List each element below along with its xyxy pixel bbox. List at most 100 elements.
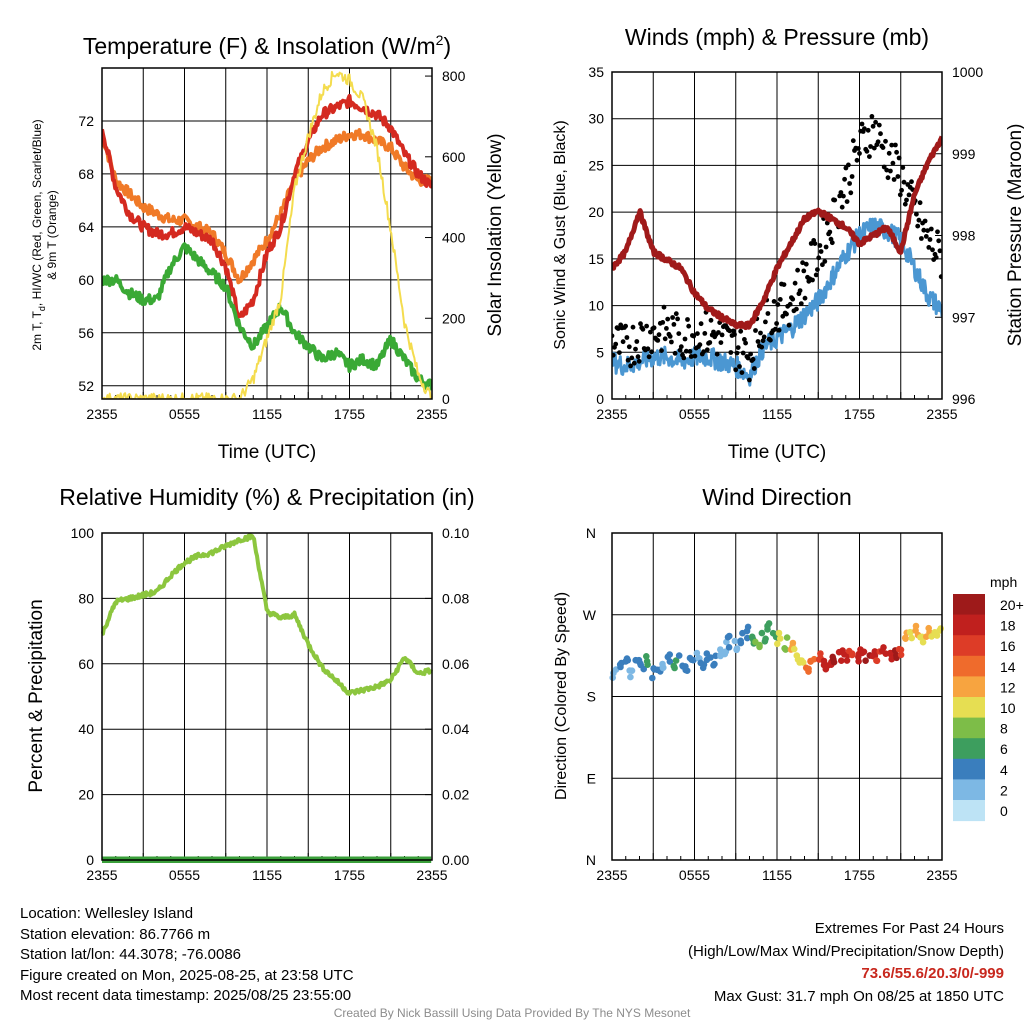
direction-point: [703, 650, 711, 657]
gust-point: [869, 114, 875, 119]
gust-point: [682, 336, 688, 342]
gust-point: [878, 131, 883, 137]
gust-point: [685, 317, 690, 322]
gust-point: [841, 193, 846, 199]
gust-point: [865, 127, 871, 133]
temperature-series: [102, 93, 432, 319]
gust-point: [854, 157, 860, 163]
y-tick-label-left: E: [587, 770, 596, 786]
gust-point: [880, 145, 886, 151]
gust-point: [909, 179, 914, 185]
gust-point: [740, 350, 746, 356]
gust-point: [927, 237, 933, 242]
gust-point: [753, 328, 758, 333]
credit-line: Created By Nick Bassill Using Data Provi…: [333, 1006, 691, 1020]
direction-point: [793, 652, 801, 659]
gust-point: [813, 272, 819, 278]
x-tick-label: 1755: [334, 867, 365, 883]
y-tick-label-left: 20: [588, 204, 604, 220]
station-info: Location: Wellesley Island Station eleva…: [20, 904, 354, 1007]
direction-point: [626, 667, 633, 674]
gust-point: [777, 297, 783, 302]
gust-point: [936, 238, 942, 244]
y-tick-label-right: 400: [442, 230, 466, 246]
gust-point: [919, 236, 924, 241]
gust-point: [847, 181, 852, 186]
gust-point: [917, 200, 923, 206]
dewpoint-series: [102, 242, 432, 391]
gust-point: [894, 149, 899, 155]
gust-point: [902, 201, 908, 207]
direction-point: [756, 641, 763, 649]
gust-point: [890, 160, 896, 166]
y-tick-label-left: 60: [78, 272, 94, 288]
gust-point: [802, 295, 808, 301]
gust-point: [676, 331, 682, 336]
gust-point: [935, 229, 940, 235]
chart-title: Temperature (F) & Insolation (W/m2): [83, 32, 451, 59]
gust-point: [885, 175, 891, 181]
gust-point: [691, 333, 697, 339]
direction-point: [617, 663, 624, 671]
direction-point: [805, 668, 812, 675]
x-tick-label: 0555: [169, 867, 200, 883]
gust-point: [827, 229, 833, 235]
colorbar-label: 8: [1000, 721, 1008, 737]
gust-point: [862, 126, 867, 132]
x-tick-label: 1155: [252, 406, 282, 422]
gust-point: [829, 240, 835, 246]
gust-point: [742, 337, 747, 342]
direction-point: [879, 647, 886, 655]
gust-point: [734, 350, 740, 356]
direction-point: [860, 648, 868, 656]
chart-title: Relative Humidity (%) & Precipitation (i…: [59, 484, 474, 510]
y-tick-label-right: 996: [952, 391, 976, 407]
gust-point: [839, 204, 845, 210]
direction-point: [798, 657, 805, 664]
gust-point: [758, 330, 763, 336]
gust-point: [683, 348, 689, 354]
gust-point: [702, 331, 708, 336]
y-tick-label-left: 60: [78, 656, 94, 672]
gust-point: [716, 330, 721, 335]
gust-point: [664, 326, 669, 331]
direction-point: [783, 634, 791, 641]
gust-point: [896, 155, 902, 161]
gust-point: [686, 323, 692, 329]
x-tick-label: 0555: [679, 867, 710, 883]
colorbar-swatch: [953, 655, 985, 677]
gust-point: [681, 355, 687, 361]
colorbar-swatch: [953, 717, 985, 739]
x-axis-label: Time (UTC): [218, 442, 317, 463]
x-tick-label: 1755: [844, 406, 875, 422]
direction-point: [693, 649, 701, 657]
direction-point: [830, 658, 838, 666]
gust-point: [823, 244, 829, 250]
gust-point: [817, 243, 823, 248]
gust-point: [646, 354, 652, 360]
gust-point: [695, 331, 700, 336]
direction-point: [817, 650, 824, 657]
plot-border: [611, 71, 943, 400]
gust-point: [850, 138, 856, 144]
gust-point: [660, 320, 666, 325]
direction-point: [710, 662, 717, 669]
gust-point: [701, 349, 706, 355]
extremes-title: Extremes For Past 24 Hours: [814, 920, 1004, 937]
direction-point: [717, 646, 724, 653]
direction-point: [835, 648, 843, 656]
gust-point: [672, 350, 678, 356]
gust-point: [688, 354, 694, 359]
gust-point: [844, 199, 850, 205]
gust-point: [801, 268, 807, 274]
direction-point: [838, 657, 845, 664]
gust-point: [747, 377, 752, 383]
direction-point: [622, 658, 629, 665]
gust-point: [655, 338, 661, 343]
gust-point: [697, 342, 703, 348]
direction-point: [671, 664, 678, 672]
direction-point: [862, 657, 869, 664]
gust-point: [629, 355, 635, 361]
chart-title: Winds (mph) & Pressure (mb): [625, 24, 929, 50]
direction-point: [627, 673, 634, 681]
